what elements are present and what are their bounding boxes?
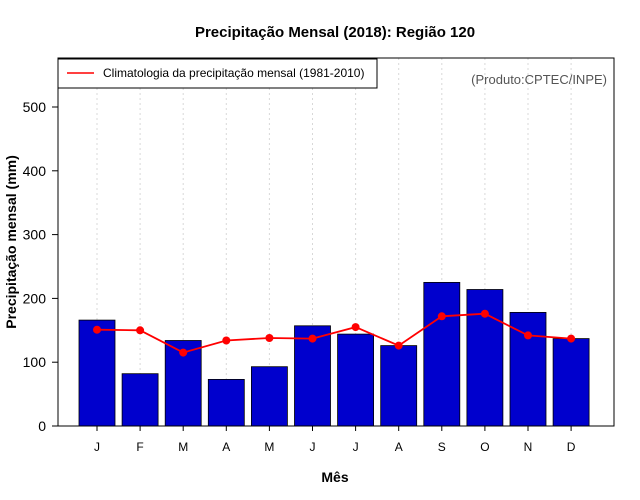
bar-f-1 [121, 373, 159, 427]
climatology-point [394, 341, 403, 350]
bars [78, 281, 590, 427]
y-tick-label: 0 [38, 418, 46, 434]
x-tick-label: D [567, 440, 576, 454]
x-tick-label: N [524, 440, 533, 454]
climatology-point [567, 334, 576, 343]
y-tick-label: 200 [23, 290, 47, 306]
climatology-point [179, 348, 188, 357]
climatology-point [265, 334, 274, 342]
climatology-point [222, 336, 231, 345]
y-axis-label: Precipitação mensal (mm) [3, 155, 19, 329]
bar-j-6 [337, 333, 375, 427]
y-tick-label: 400 [23, 163, 47, 179]
climatology-point [308, 334, 317, 343]
x-tick-label: J [94, 440, 100, 454]
y-tick-label: 500 [23, 99, 47, 115]
x-tick-label: F [136, 440, 143, 454]
legend-box [57, 58, 378, 89]
climatology-point [351, 323, 360, 332]
climatology-point [136, 326, 145, 335]
x-tick-label: A [395, 440, 403, 454]
climatology-series [93, 309, 576, 357]
x-tick-label: A [222, 440, 230, 454]
climatology-point [437, 312, 446, 321]
y-axis: 0 100 200 300 400 500 [23, 99, 58, 434]
x-axis-label: Mês [321, 469, 348, 485]
bar-s-8 [423, 281, 461, 427]
climatology-point [93, 325, 101, 334]
bar-m-4 [250, 366, 288, 427]
legend: Climatologia da precipitação mensal (198… [57, 58, 378, 89]
y-tick-label: 300 [23, 227, 47, 243]
x-tick-label: M [178, 440, 188, 454]
bar-d-11 [552, 338, 590, 427]
x-tick-label: J [353, 440, 359, 454]
x-tick-label: S [438, 440, 446, 454]
x-tick-label: M [264, 440, 274, 454]
bar-j-0 [78, 319, 116, 427]
source-note: (Produto:CPTEC/INPE) [471, 72, 607, 87]
bar-n-10 [509, 311, 547, 427]
legend-label-climatology: Climatologia da precipitação mensal (198… [103, 66, 364, 80]
climatology-point [480, 309, 489, 318]
bar-a-3 [207, 378, 245, 427]
climatology-line [96, 312, 572, 354]
x-tick-label: O [480, 440, 489, 454]
bar-a-7 [380, 345, 418, 427]
climatology-point [524, 331, 532, 340]
plot-frame [57, 57, 615, 427]
x-tick-label: J [310, 440, 316, 454]
chart-title: Precipitação Mensal (2018): Região 120 [195, 24, 475, 41]
y-tick-label: 100 [23, 354, 47, 370]
